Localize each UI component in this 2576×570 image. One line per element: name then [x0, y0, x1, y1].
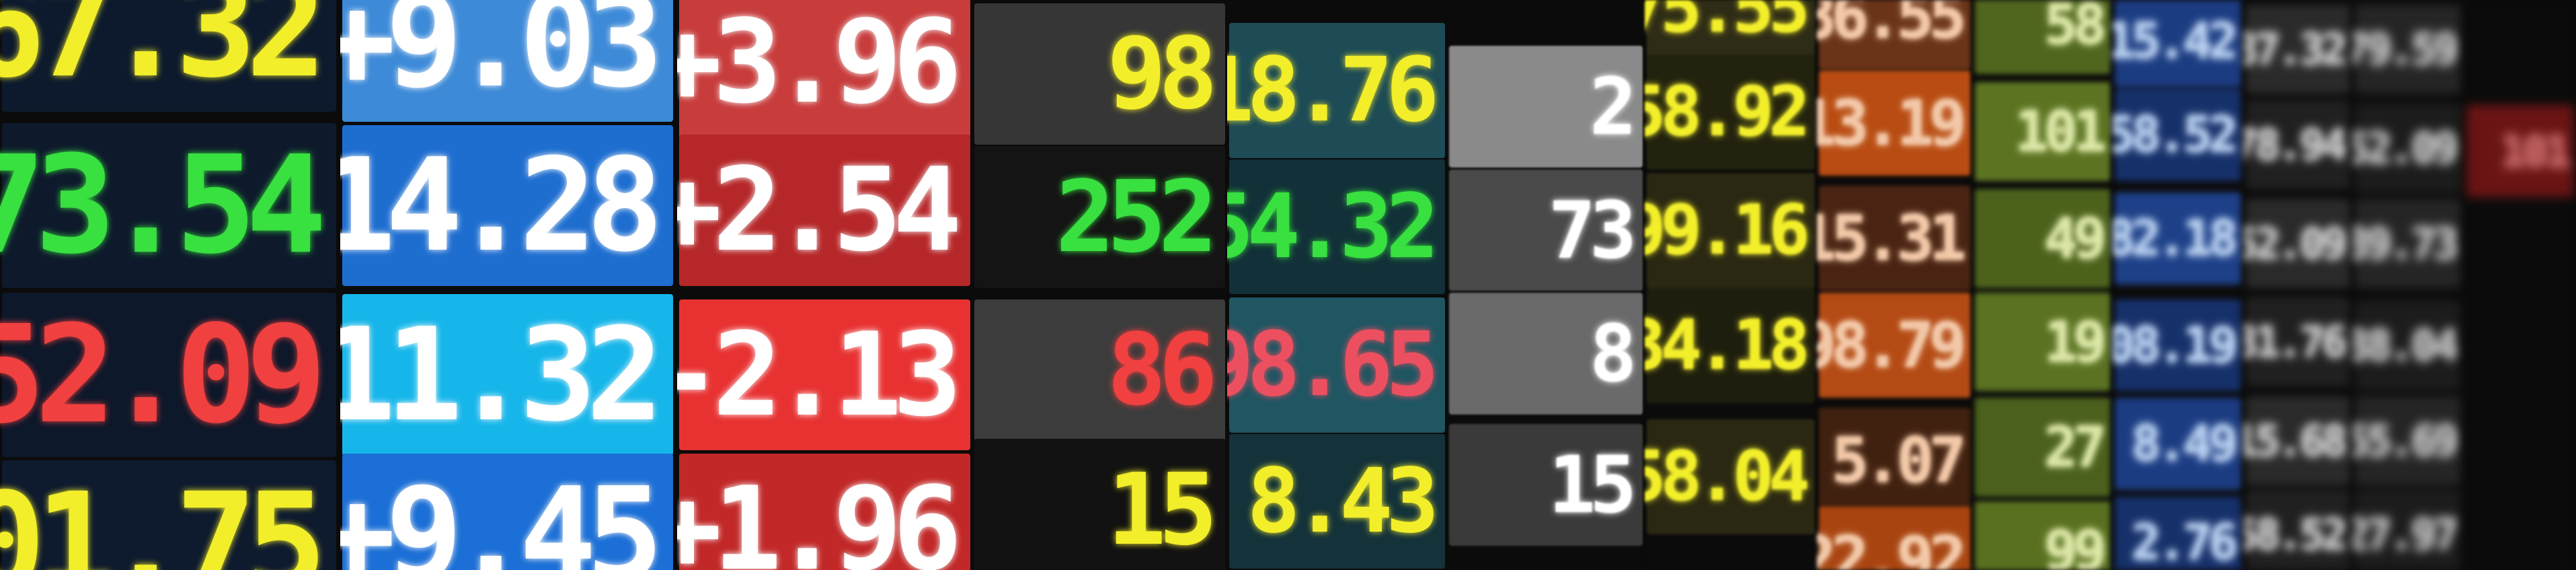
quote-cell: 58.92 — [1645, 54, 1816, 170]
quote-cell: +2.54 — [677, 135, 971, 287]
quote-cell: 679.59 — [2353, 5, 2462, 94]
quote-cell: 188.04 — [2353, 301, 2462, 390]
board-column: 2 73 8 15 — [1447, 0, 1645, 570]
quote-cell: 215.68 — [2244, 396, 2351, 485]
quote-cell: 573.54 — [0, 123, 337, 288]
quote-cell: 8 — [1449, 292, 1643, 415]
quote-cell: -2.13 — [677, 299, 971, 451]
quote-cell: 49 — [1975, 188, 2111, 288]
quote-cell: 8.43 — [1229, 434, 1446, 569]
quote-cell: 15.42 — [2113, 0, 2242, 87]
quote-cell: +14.28 — [340, 124, 674, 287]
quote-cell: +9.03 — [340, 0, 674, 122]
board-column: 387.32878.94 552.09 481.76 215.68458.52 — [2244, 0, 2353, 570]
quote-cell: 401.75 — [0, 460, 337, 570]
quote-cell: 73 — [1449, 169, 1643, 291]
quote-cell: 99 — [1975, 501, 2111, 570]
board-column: 101 — [2464, 0, 2576, 570]
quote-cell: 15 — [1449, 424, 1643, 546]
board-column: +3.96 +2.54 -2.13 +1.96 — [676, 0, 973, 570]
quote-cell: 19 — [1975, 292, 2111, 392]
quote-cell: 289.73 — [2353, 199, 2462, 288]
board-column: 18.7654.3298.658.43 — [1227, 0, 1448, 570]
board-column: 15.42458.52 382.18 408.198.492.76 — [2113, 0, 2245, 570]
quote-cell: 98.65 — [1227, 297, 1446, 433]
quote-cell: 15.31 — [1817, 186, 1972, 291]
quote-cell: 2.76 — [2115, 496, 2242, 570]
quote-cell: 22.92 — [1817, 506, 1972, 570]
quote-cell: 18.76 — [1227, 23, 1446, 158]
quote-cell: 458.52 — [2244, 490, 2351, 570]
quote-cell: 387.32 — [2244, 5, 2351, 94]
quote-cell: 55.69 — [2353, 396, 2462, 485]
quote-cell: 27 — [1975, 398, 2111, 497]
quote-cell: 5.07 — [1819, 407, 1972, 513]
quote-cell: 8.49 — [2115, 398, 2242, 491]
quote-cell: 878.94 — [2244, 100, 2351, 189]
quote-cell: 98 — [974, 3, 1226, 145]
quote-cell: 86.55 — [1817, 0, 1972, 69]
quote-cell: 13.19 — [1817, 71, 1972, 176]
quote-cell: 481.76 — [2244, 297, 2351, 387]
quote-cell: 54.32 — [1227, 159, 1446, 295]
quote-cell: +3.96 — [677, 0, 971, 139]
quote-cell: 567.32 — [0, 0, 337, 112]
quote-cell: 382.18 — [2113, 192, 2242, 285]
board-column: 98 252 86 15 — [972, 0, 1228, 570]
quote-cell: 408.19 — [2113, 299, 2242, 392]
quote-cell: 98.79 — [1817, 292, 1972, 398]
quote-cell: 15 — [974, 439, 1226, 570]
board-column: 567.32573.54552.09401.75 — [0, 0, 339, 570]
board-column: 86.5513.1915.3198.795.0722.92 — [1817, 0, 1974, 570]
quote-cell: +1.96 — [677, 454, 971, 570]
quote-cell: +9.45 — [340, 454, 674, 570]
quote-cell: 458.52 — [2113, 88, 2242, 181]
quote-cell: 252 — [974, 146, 1226, 288]
quote-cell: 827.97 — [2353, 490, 2462, 570]
quote-cell: 86 — [974, 299, 1226, 441]
quote-cell: 99.16 — [1645, 172, 1816, 288]
board-column: +9.03+14.28-11.32+9.45 — [340, 0, 676, 570]
quote-cell: 552.09 — [0, 292, 337, 458]
quote-cell: 101 — [2466, 105, 2574, 198]
quote-cell: 552.09 — [2244, 199, 2351, 288]
quote-cell: 58 — [1975, 0, 2111, 74]
quote-cell: 2 — [1449, 46, 1643, 168]
board-column: 175.5558.9299.1634.18458.04 — [1644, 0, 1818, 570]
board-column: 58 101 49 19 27 99 — [1973, 0, 2113, 570]
quote-cell: 552.09 — [2353, 103, 2462, 192]
quote-cell: 101 — [1975, 82, 2111, 181]
quote-cell: 34.18 — [1645, 287, 1816, 403]
quote-cell: -11.32 — [340, 294, 674, 456]
quote-cell: 458.04 — [1645, 419, 1816, 535]
